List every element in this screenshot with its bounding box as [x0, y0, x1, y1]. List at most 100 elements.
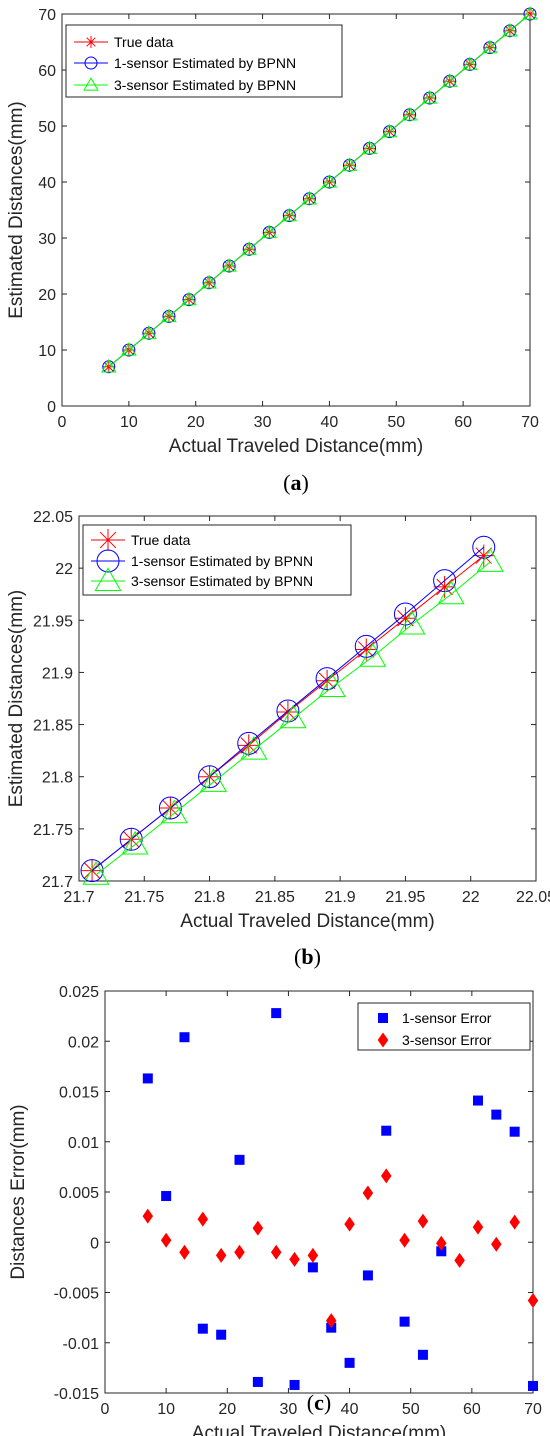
data-point — [201, 274, 217, 289]
plot-area — [104, 990, 534, 1394]
data-point — [142, 1208, 154, 1224]
legend-label: True data — [114, 34, 174, 50]
legend-marker — [96, 549, 120, 573]
y-tick-label: 30 — [38, 231, 56, 248]
data-point — [442, 73, 458, 87]
data-point — [160, 1232, 172, 1248]
data-point — [199, 768, 228, 792]
data-point — [252, 1220, 264, 1236]
data-point — [437, 580, 465, 605]
data-point — [399, 1316, 410, 1327]
data-point — [161, 308, 177, 323]
data-point — [361, 140, 378, 155]
series-2 — [142, 1168, 539, 1329]
data-point — [142, 1073, 153, 1084]
data-point — [528, 1380, 538, 1391]
data-point — [179, 1244, 190, 1260]
data-point — [421, 90, 438, 104]
x-tick-label: 21.95 — [385, 889, 425, 906]
legend-label: 3-sensor Error — [402, 1032, 492, 1048]
x-tick-label: 30 — [280, 1401, 298, 1418]
data-point — [436, 1235, 447, 1251]
data-point — [399, 1232, 410, 1248]
x-tick-label: 10 — [157, 1401, 175, 1418]
y-tick-label: 0.01 — [68, 1135, 99, 1152]
data-point — [509, 1126, 520, 1137]
x-axis-label: Actual Traveled Distance(mm) — [169, 436, 423, 457]
x-tick-label: 50 — [387, 414, 405, 431]
legend-box — [82, 524, 352, 596]
data-point — [393, 602, 417, 626]
data-point — [161, 1191, 172, 1202]
data-point — [344, 1357, 355, 1368]
data-point — [433, 569, 457, 593]
x-tick-label: 20 — [187, 414, 205, 431]
y-tick-label: -0.01 — [63, 1336, 100, 1353]
series-3 — [101, 6, 538, 373]
y-tick-label: -0.005 — [54, 1286, 99, 1303]
data-point — [472, 535, 496, 559]
data-point — [398, 610, 426, 635]
data-point — [241, 241, 257, 255]
series-line — [108, 13, 531, 368]
y-tick-label: 0.02 — [68, 1034, 99, 1051]
data-point — [121, 830, 149, 855]
legend: True data 1-sensor Estimated by BPNN 3-sen… — [82, 524, 352, 596]
data-point — [482, 39, 498, 54]
caption-letter: a — [291, 470, 302, 495]
legend-marker — [83, 77, 99, 91]
x-axis-label: Actual Traveled Distance(mm) — [180, 911, 434, 932]
legend-label: True data — [131, 532, 191, 548]
data-point — [240, 735, 268, 760]
data-point — [270, 1244, 282, 1260]
data-point — [491, 1109, 502, 1120]
data-point — [462, 56, 478, 71]
data-point — [80, 859, 104, 883]
data-point — [359, 643, 387, 667]
y-tick-label: 21.8 — [42, 770, 73, 787]
x-tick-label: 21.7 — [63, 889, 94, 906]
y-tick-label: 22.05 — [33, 509, 73, 526]
data-point — [234, 1244, 245, 1260]
caption-letter: b — [301, 944, 313, 969]
series-line — [95, 561, 491, 876]
legend-box — [65, 24, 343, 98]
data-point — [316, 669, 339, 692]
y-axis-label: Distances Error(mm) — [8, 1104, 29, 1279]
data-point — [362, 1185, 374, 1201]
x-axis-label: Actual Traveled Distance(mm) — [192, 1423, 446, 1436]
legend-label: 3-sensor Estimated by BPNN — [131, 573, 313, 589]
data-point — [502, 22, 518, 37]
figure-caption: (a) — [283, 470, 309, 495]
legend-label: 1-sensor Estimated by BPNN — [114, 55, 296, 71]
x-tick-label: 21.75 — [124, 889, 164, 906]
legend-marker — [94, 567, 122, 591]
data-point — [417, 1213, 429, 1229]
y-tick-label: 10 — [38, 343, 56, 360]
data-point — [216, 1329, 227, 1340]
data-point — [82, 861, 110, 885]
x-tick-label: 40 — [341, 1401, 359, 1418]
figure-caption: (b) — [294, 944, 321, 969]
data-point — [252, 1376, 263, 1387]
data-point — [289, 1251, 300, 1267]
data-point — [181, 291, 197, 306]
data-point — [315, 667, 339, 691]
data-point — [355, 638, 378, 661]
y-tick-label: 0.015 — [59, 1085, 99, 1102]
y-tick-label: 0.005 — [59, 1185, 99, 1202]
data-point — [381, 1125, 392, 1136]
data-point — [394, 607, 417, 630]
y-tick-label: 21.85 — [33, 718, 73, 735]
data-point — [522, 6, 538, 20]
figure-caption: (c) — [307, 1390, 331, 1415]
x-tick-label: 0 — [101, 1401, 110, 1418]
y-tick-label: 21.95 — [33, 613, 73, 630]
data-point — [344, 1216, 355, 1232]
data-point — [476, 548, 504, 572]
data-point — [527, 1293, 539, 1309]
data-point — [197, 1323, 208, 1334]
data-point — [354, 634, 378, 658]
x-tick-label: 21.85 — [255, 889, 295, 906]
